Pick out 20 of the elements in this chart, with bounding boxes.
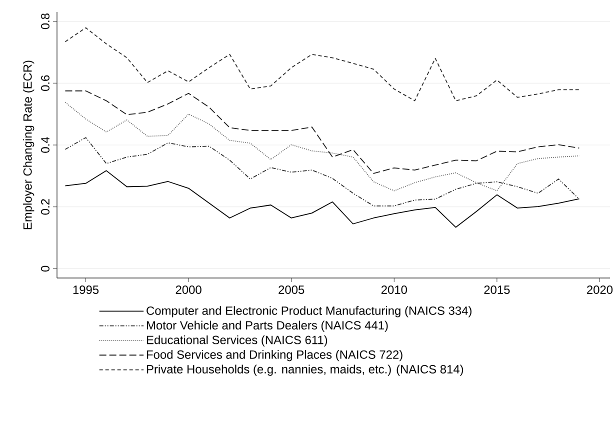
- y-tick-label: 0.4: [41, 137, 50, 153]
- line-series: [64, 102, 580, 192]
- y-tick-label: 0.8: [41, 13, 50, 30]
- x-tick-label: 2000: [176, 286, 202, 294]
- legend-label: Food Services and Drinking Places (NAICS 722): [147, 350, 402, 362]
- legend-label: Motor Vehicle and Parts Dealers (NAICS 441): [147, 320, 388, 332]
- y-axis-title: Employer Changing Rate (ECR): [23, 60, 34, 230]
- y-tick-label: 0: [41, 266, 50, 272]
- legend-label: Educational Services (NAICS 611): [147, 335, 328, 347]
- line-series: [64, 137, 580, 206]
- x-tick-label: 2005: [278, 286, 304, 294]
- x-tick-label: 1995: [73, 286, 99, 294]
- x-tick-label: 2010: [381, 286, 407, 294]
- line-series: [64, 27, 580, 102]
- x-tick-label: 2020: [587, 286, 613, 294]
- y-tick-label: 0.6: [41, 75, 50, 91]
- legend-label: Private Households (e.g. nannies, maids, etc.) (NAICS 814): [147, 364, 464, 376]
- x-tick-label: 2015: [484, 286, 510, 294]
- legend-label: Computer and Electronic Product Manufacturing (NAICS 334): [146, 306, 472, 318]
- y-tick-label: 0.2: [41, 199, 50, 215]
